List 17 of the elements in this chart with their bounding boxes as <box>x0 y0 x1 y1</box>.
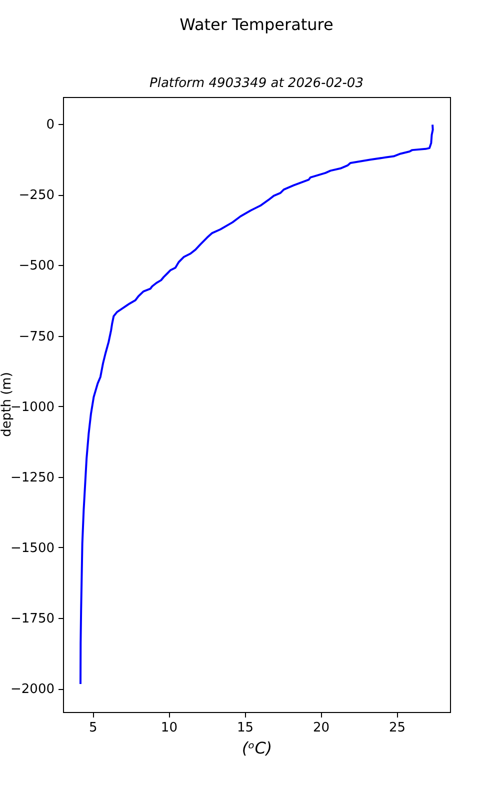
y-tick-label: −750 <box>18 329 54 344</box>
chart-title: Water Temperature <box>180 15 334 34</box>
x-tick-label: 25 <box>389 720 406 736</box>
line-series <box>79 124 434 686</box>
y-tick-label: 0 <box>46 118 54 133</box>
x-tick-label: 15 <box>236 720 254 736</box>
y-tick-label: −250 <box>18 188 54 204</box>
x-axis-title: (ᵒC) <box>242 738 272 758</box>
y-tick-label: −1250 <box>10 470 54 486</box>
chart-subtitle: Platform 4903349 at 2026-02-03 <box>150 76 364 91</box>
y-tick-label: −500 <box>18 258 54 274</box>
x-tick-label: 5 <box>89 720 98 736</box>
y-tick-label: −2000 <box>10 682 54 698</box>
x-tick-label: 10 <box>160 720 178 736</box>
x-tick-label: 20 <box>312 720 330 736</box>
y-tick-label: −1500 <box>10 540 54 556</box>
y-tick-label: −1750 <box>10 612 54 627</box>
